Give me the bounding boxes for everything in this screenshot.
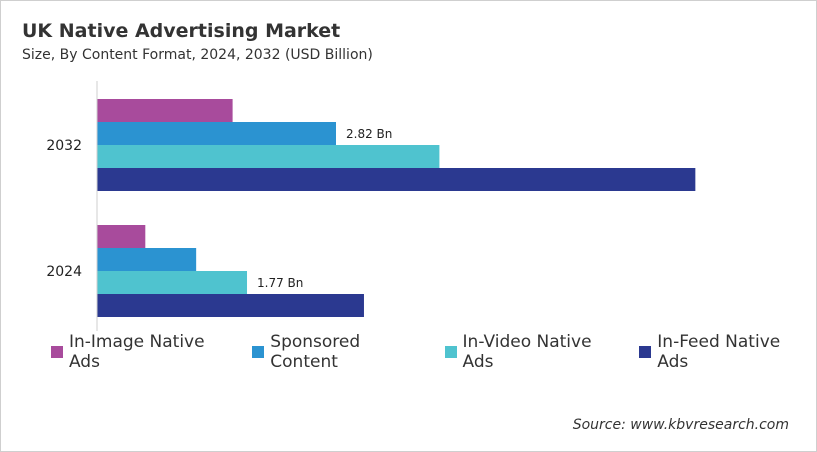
chart-title: UK Native Advertising Market (22, 20, 341, 42)
bar-in-video-native-ads-2024 (97, 271, 248, 294)
legend-swatch (444, 346, 457, 358)
legend-item: In-Feed Native Ads (639, 332, 816, 372)
legend-swatch (639, 346, 652, 358)
data-label: 2.82 Bn (346, 127, 392, 141)
bar-in-image-native-ads-2024 (97, 225, 146, 248)
data-label: 1.77 Bn (257, 276, 303, 290)
bar-chart: 2032 2.82 Bn 2024 1.77 Bn (46, 81, 696, 331)
source-note: Source: www.kbvresearch.com (572, 417, 789, 433)
category-label: 2024 (46, 264, 82, 280)
bar-sponsored-content-2024 (97, 248, 197, 271)
bar-in-feed-native-ads-2032 (97, 168, 696, 191)
legend-label: In-Video Native Ads (462, 332, 592, 372)
legend-label: Sponsored Content (270, 332, 361, 372)
legend-item: In-Video Native Ads (444, 332, 628, 372)
legend: In-Image Native Ads Sponsored Content In-V… (51, 332, 816, 372)
bar-in-image-native-ads-2032 (97, 99, 233, 122)
category-label: 2032 (46, 138, 82, 154)
bar-sponsored-content-2032 (97, 122, 336, 145)
legend-label: In-Image Native Ads (68, 332, 205, 372)
legend-swatch (252, 346, 265, 358)
legend-label: In-Feed Native Ads (657, 332, 781, 372)
legend-item: Sponsored Content (252, 332, 432, 372)
chart-subtitle: Size, By Content Format, 2024, 2032 (USD… (22, 47, 373, 63)
bar-in-video-native-ads-2032 (97, 145, 440, 168)
bar-in-feed-native-ads-2024 (97, 294, 364, 317)
legend-swatch (51, 346, 63, 358)
legend-item: In-Image Native Ads (51, 332, 240, 372)
